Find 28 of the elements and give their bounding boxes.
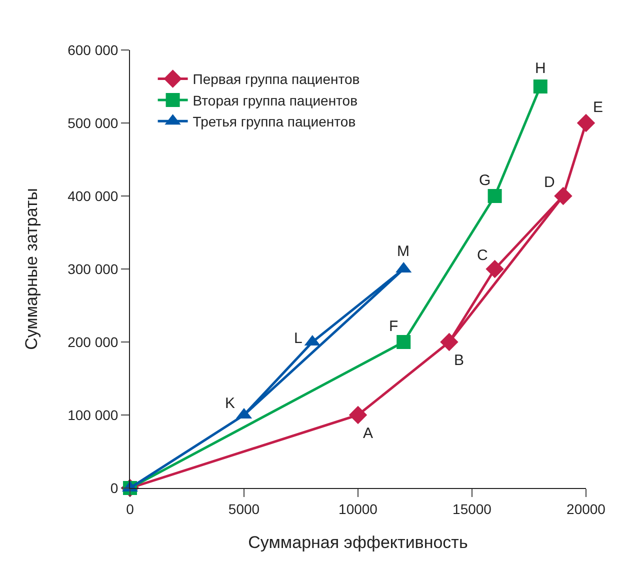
annotation: E (593, 99, 604, 116)
x-tick-label: 15000 (452, 500, 492, 517)
annotation: M (397, 243, 410, 260)
x-tick-label: 0 (126, 500, 134, 517)
annotation: G (479, 172, 491, 189)
x-tick-label: 10000 (338, 500, 378, 517)
x-tick-label: 20000 (566, 500, 606, 517)
y-tick-label: 0 (110, 480, 118, 496)
x-axis-title: Суммарная эффективность (248, 533, 468, 552)
annotation: F (389, 318, 398, 335)
annotation: L (294, 330, 302, 347)
annotation: H (535, 60, 546, 77)
annotation: D (544, 174, 555, 191)
annotation: A (363, 425, 374, 442)
legend-label: Первая группа пациентов (192, 71, 360, 88)
legend-label: Вторая группа пациентов (192, 92, 358, 108)
y-tick-label: 600 000 (68, 42, 118, 58)
annotation: K (225, 395, 236, 412)
annotation: B (454, 352, 464, 369)
annotation: C (477, 247, 488, 264)
x-tick-label: 5000 (228, 500, 260, 517)
y-tick-label: 300 000 (68, 260, 118, 277)
legend-label: Третья группа пациентов (192, 114, 356, 130)
y-tick-label: 200 000 (68, 334, 118, 350)
y-tick-label: 400 000 (68, 188, 118, 204)
y-axis-title: Суммарные затраты (22, 188, 42, 350)
y-tick-label: 500 000 (68, 114, 118, 131)
y-tick-label: 100 000 (68, 406, 118, 423)
